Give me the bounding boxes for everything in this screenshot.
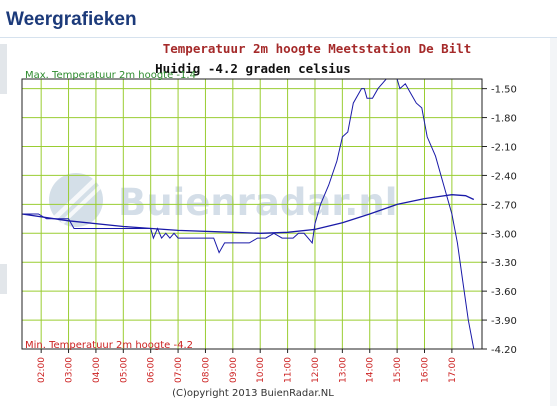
right-edge-panel [550,38,557,406]
page-title: Weergrafieken [6,9,137,30]
y-tick-label: -3.60 [491,287,517,298]
chart-subtitle: Huidig -4.2 graden celsius [155,61,351,76]
trend-line [21,194,475,234]
y-tick-label: -3.90 [491,316,517,327]
y-tick-label: -1.50 [491,85,517,96]
plot-frame [21,78,483,350]
x-tick-label: 17:00 [448,357,458,383]
x-tick-label: 07:00 [174,357,184,383]
series-layer [21,78,475,350]
y-axis: -1.50 -1.80 -2.10 -2.40 -2.70 -3.00 -3.30 -3.60… [482,85,517,356]
x-tick-label: 08:00 [201,357,211,383]
x-tick-label: 15:00 [393,357,403,383]
y-tick-label: -3.30 [491,258,517,269]
left-sidebar-strip [0,44,7,94]
y-tick-label: -4.20 [491,345,517,356]
y-tick-label: -1.80 [491,114,517,125]
x-tick-label: 03:00 [65,357,75,383]
x-tick-label: 02:00 [37,357,47,383]
header-divider [0,37,557,38]
y-tick-label: -2.40 [491,171,517,182]
chart-title: Temperatuur 2m hoogte Meetstation De Bil… [163,41,472,56]
watermark: Buienradar.nl [49,173,397,227]
max-temperature-label: Max. Temperatuur 2m hoogte -1.4 [25,70,196,81]
min-temperature-label: Min. Temperatuur 2m hoogte -4.2 [25,340,193,351]
x-tick-label: 06:00 [147,357,157,383]
x-tick-label: 11:00 [284,357,294,383]
y-tick-label: -3.00 [491,229,517,240]
x-tick-label: 10:00 [256,357,266,383]
x-tick-label: 05:00 [119,357,129,383]
x-tick-label: 13:00 [338,357,348,383]
x-axis: 02:00 03:00 04:00 05:00 06:00 07:00 08:00 09:00… [37,349,458,383]
left-sidebar-strip [0,264,7,294]
x-tick-label: 14:00 [366,357,376,383]
watermark-logo-stripe [53,176,99,220]
watermark-text: Buienradar.nl [118,181,397,224]
x-tick-label: 12:00 [311,357,321,383]
x-tick-label: 16:00 [421,357,431,383]
x-tick-label: 04:00 [92,357,102,383]
copyright-text: (C)opyright 2013 BuienRadar.NL [172,388,334,399]
y-tick-label: -2.70 [491,200,517,211]
y-tick-label: -2.10 [491,143,517,154]
x-tick-label: 09:00 [229,357,239,383]
